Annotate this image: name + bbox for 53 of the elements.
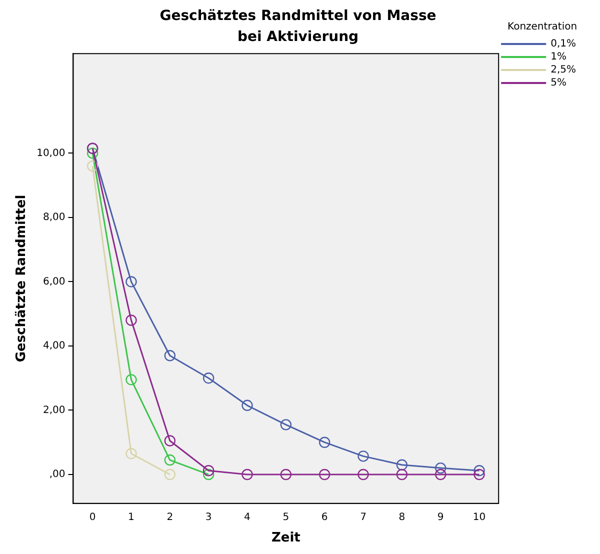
point (358, 450, 369, 462)
x-tick-label: 7 (360, 512, 366, 523)
point (126, 374, 137, 386)
legend-label: 0,1% (550, 38, 576, 50)
x-axis-title: Zeit (271, 530, 300, 546)
point (164, 468, 176, 480)
point (474, 468, 485, 480)
point (318, 436, 330, 448)
x-tick-label: 8 (398, 512, 406, 523)
point (164, 350, 176, 362)
y-tick-label: ,00 (49, 469, 66, 480)
x-tick-label: 1 (128, 512, 134, 523)
chart-title: Geschätztes Randmittel von Masse (160, 8, 436, 24)
point (242, 400, 253, 412)
point (358, 468, 369, 480)
point (164, 435, 176, 446)
point (318, 468, 330, 480)
point (396, 468, 408, 480)
x-tick-label: 0 (89, 512, 96, 523)
point (126, 314, 137, 326)
point (280, 468, 292, 480)
x-tick-label: 9 (437, 512, 444, 523)
point (126, 448, 137, 460)
x-tick-label: 4 (244, 512, 250, 523)
point (434, 468, 446, 480)
legend-label: 2,5% (550, 64, 576, 76)
legend-label: 1% (550, 52, 566, 63)
point (202, 468, 214, 480)
point (242, 468, 253, 480)
point (434, 462, 446, 474)
point (86, 160, 98, 172)
y-tick-label: 6,00 (42, 276, 66, 288)
point (164, 454, 176, 466)
y-tick-label: 4,00 (42, 340, 66, 352)
legend-title: Konzentration (508, 22, 578, 33)
legend-label: 5% (550, 78, 566, 89)
chart-subtitle: bei Aktivierung (237, 28, 359, 45)
point (474, 465, 485, 476)
x-tick-label: 5 (282, 512, 290, 523)
point (280, 419, 292, 430)
y-tick-label: 8,00 (42, 212, 66, 224)
x-tick-label: 2 (166, 512, 174, 523)
x-tick-label: 6 (321, 512, 328, 523)
y-axis-title: Geschätzte Randmittel (14, 194, 30, 362)
point (86, 148, 98, 159)
point (202, 465, 214, 476)
x-tick-label: 3 (205, 512, 212, 523)
point (202, 372, 214, 384)
y-tick-label: 10,00 (36, 148, 66, 159)
point (126, 276, 137, 288)
x-tick-label: 10 (472, 512, 486, 523)
y-tick-label: 2,00 (42, 404, 66, 416)
point (396, 459, 408, 470)
